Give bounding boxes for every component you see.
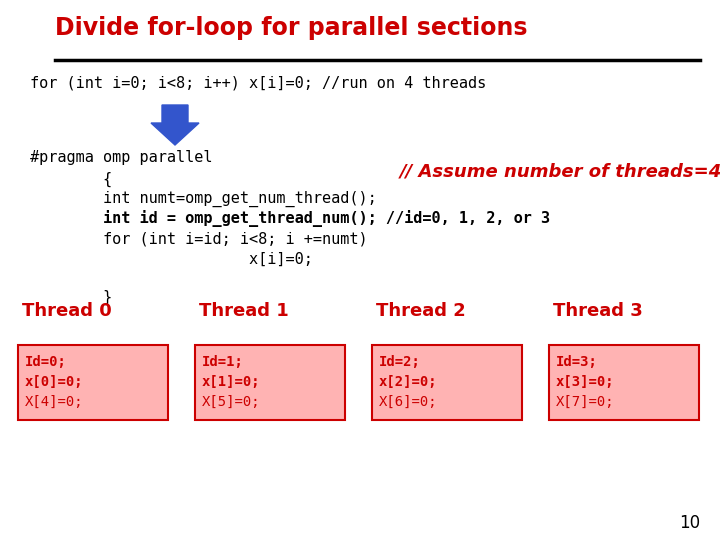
Text: {: { xyxy=(30,172,112,187)
Text: Thread 1: Thread 1 xyxy=(199,302,289,320)
Text: X[6]=0;: X[6]=0; xyxy=(379,395,438,409)
FancyBboxPatch shape xyxy=(549,345,699,420)
Text: x[i]=0;: x[i]=0; xyxy=(30,252,313,267)
Text: 10: 10 xyxy=(679,514,700,532)
Text: Id=2;: Id=2; xyxy=(379,355,421,369)
Text: // Assume number of threads=4: // Assume number of threads=4 xyxy=(400,162,720,180)
Text: }: } xyxy=(30,290,112,305)
Text: X[5]=0;: X[5]=0; xyxy=(202,395,261,409)
Text: Id=0;: Id=0; xyxy=(25,355,67,369)
Text: Thread 2: Thread 2 xyxy=(376,302,466,320)
FancyBboxPatch shape xyxy=(195,345,345,420)
Text: X[7]=0;: X[7]=0; xyxy=(556,395,615,409)
Text: x[3]=0;: x[3]=0; xyxy=(556,375,615,389)
Text: X[4]=0;: X[4]=0; xyxy=(25,395,84,409)
Text: x[2]=0;: x[2]=0; xyxy=(379,375,438,389)
Text: for (int i=id; i<8; i +=numt): for (int i=id; i<8; i +=numt) xyxy=(30,232,368,247)
Text: Thread 3: Thread 3 xyxy=(553,302,643,320)
Text: Id=3;: Id=3; xyxy=(556,355,598,369)
Text: x[0]=0;: x[0]=0; xyxy=(25,375,84,389)
Text: x[1]=0;: x[1]=0; xyxy=(202,375,261,389)
Text: Id=1;: Id=1; xyxy=(202,355,244,369)
Text: Divide for-loop for parallel sections: Divide for-loop for parallel sections xyxy=(55,16,528,40)
Polygon shape xyxy=(151,105,199,145)
Text: #pragma omp parallel: #pragma omp parallel xyxy=(30,150,212,165)
FancyBboxPatch shape xyxy=(18,345,168,420)
Text: int numt=omp_get_num_thread();: int numt=omp_get_num_thread(); xyxy=(30,191,377,207)
FancyBboxPatch shape xyxy=(372,345,522,420)
Text: for (int i=0; i<8; i++) x[i]=0; //run on 4 threads: for (int i=0; i<8; i++) x[i]=0; //run on… xyxy=(30,75,486,90)
Text: Thread 0: Thread 0 xyxy=(22,302,112,320)
Text: int id = omp_get_thread_num(); //id=0, 1, 2, or 3: int id = omp_get_thread_num(); //id=0, 1… xyxy=(30,210,550,227)
